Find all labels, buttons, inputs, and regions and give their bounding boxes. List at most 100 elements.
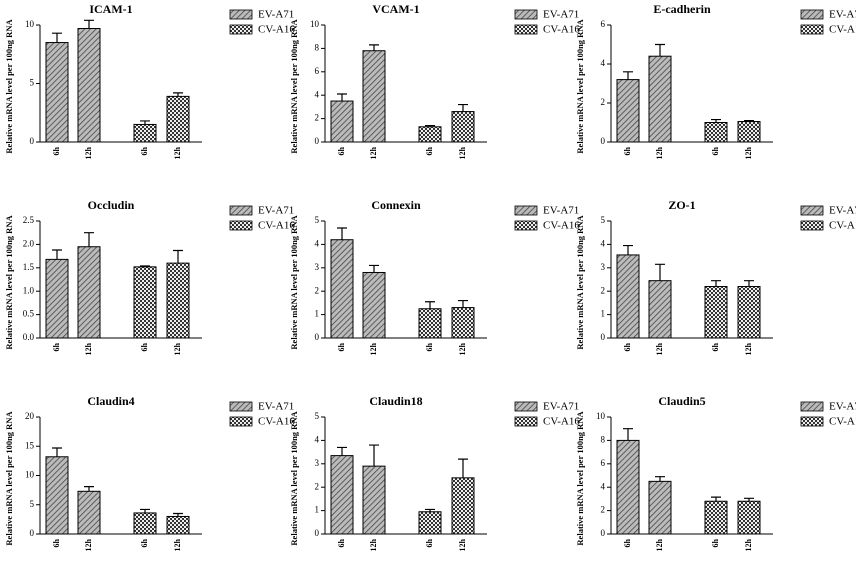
- bar: [330, 455, 354, 535]
- bar: [451, 477, 475, 535]
- y-tick-label: 0: [601, 332, 606, 342]
- error-bar: [337, 227, 347, 240]
- y-tick-label: 5: [315, 411, 320, 421]
- y-tick-label: 2: [601, 505, 606, 515]
- y-tick-label: 8: [315, 42, 320, 52]
- error-bar: [52, 447, 62, 457]
- legend-label: CV-A16: [829, 416, 856, 428]
- legend-label: CV-A16: [258, 24, 295, 36]
- y-tick-label: 0: [601, 136, 606, 146]
- x-tick-label: 6h: [140, 146, 149, 155]
- error-bar: [623, 428, 633, 441]
- legend-swatch: [514, 401, 538, 412]
- y-tick-label: 4: [315, 89, 320, 99]
- error-bar: [711, 118, 721, 123]
- bar: [418, 511, 442, 535]
- y-tick-label: 8: [601, 434, 606, 444]
- x-tick-label: 12h: [655, 538, 664, 551]
- x-tick-label: 12h: [458, 146, 467, 159]
- y-axis-label: Relative mRNA level per 100ng RNA: [4, 215, 14, 350]
- bar: [648, 280, 672, 339]
- legend-label: CV-A16: [258, 220, 295, 232]
- error-bar: [337, 446, 347, 456]
- error-bar: [425, 301, 435, 309]
- bar: [133, 512, 157, 535]
- error-bar: [140, 508, 150, 513]
- error-bar: [369, 444, 379, 467]
- bar: [330, 100, 354, 143]
- legend-label: CV-A16: [258, 416, 295, 428]
- legend-swatch: [229, 24, 253, 35]
- chart-title: VCAM-1: [372, 2, 419, 16]
- y-tick-label: 15: [25, 440, 35, 450]
- legend-label: CV-A16: [543, 24, 580, 36]
- error-bar: [425, 125, 435, 127]
- bar: [704, 122, 728, 143]
- error-bar: [655, 476, 665, 482]
- y-tick-label: 10: [310, 19, 320, 29]
- error-bar: [623, 71, 633, 80]
- bar: [77, 246, 101, 339]
- error-bar: [458, 458, 468, 478]
- y-tick-label: 0.0: [23, 332, 35, 342]
- bar: [77, 28, 101, 143]
- bar: [616, 254, 640, 339]
- panel: Claudin5 Relative mRNA level per 100ng RN…: [575, 394, 856, 552]
- legend-label: EV-A71: [829, 205, 856, 217]
- bar: [616, 439, 640, 535]
- x-tick-label: 6h: [140, 342, 149, 351]
- legend-label: EV-A71: [258, 9, 294, 21]
- bar: [418, 308, 442, 339]
- error-bar: [173, 249, 183, 264]
- error-bar: [84, 486, 94, 492]
- y-tick-label: 0: [315, 136, 320, 146]
- legend-swatch: [229, 9, 253, 20]
- x-tick-label: 6h: [623, 538, 632, 547]
- legend-label: CV-A16: [543, 220, 580, 232]
- x-tick-label: 12h: [369, 538, 378, 551]
- legend-swatch: [800, 401, 824, 412]
- y-tick-label: 0: [30, 528, 35, 538]
- bar: [133, 266, 157, 339]
- legend-swatch: [229, 401, 253, 412]
- error-bar: [52, 249, 62, 260]
- bar: [648, 55, 672, 143]
- error-bar: [369, 264, 379, 273]
- chart-title: ZO-1: [668, 198, 695, 212]
- error-bar: [711, 280, 721, 287]
- x-tick-label: 6h: [52, 342, 61, 351]
- error-bar: [84, 232, 94, 247]
- x-tick-label: 12h: [173, 146, 182, 159]
- y-axis-label: Relative mRNA level per 100ng RNA: [4, 19, 14, 154]
- error-bar: [369, 44, 379, 51]
- y-tick-label: 20: [25, 411, 35, 421]
- bar: [737, 286, 761, 339]
- bar: [330, 239, 354, 339]
- x-tick-label: 12h: [369, 146, 378, 159]
- x-tick-label: 12h: [655, 146, 664, 159]
- y-tick-label: 5: [315, 215, 320, 225]
- bar: [166, 515, 190, 535]
- legend-swatch: [800, 205, 824, 216]
- y-axis-label: Relative mRNA level per 100ng RNA: [289, 411, 299, 546]
- chart-title: ICAM-1: [89, 2, 132, 16]
- bar: [737, 500, 761, 535]
- y-tick-label: 1: [601, 309, 606, 319]
- x-tick-label: 12h: [458, 342, 467, 355]
- legend-swatch: [514, 9, 538, 20]
- x-tick-label: 6h: [425, 342, 434, 351]
- x-tick-label: 12h: [84, 146, 93, 159]
- legend-swatch: [800, 220, 824, 231]
- panel: Occludin Relative mRNA level per 100ng RN…: [4, 198, 295, 356]
- y-tick-label: 3: [601, 262, 606, 272]
- x-tick-label: 6h: [337, 146, 346, 155]
- legend-swatch: [800, 416, 824, 427]
- y-axis-label: Relative mRNA level per 100ng RNA: [4, 411, 14, 546]
- x-tick-label: 12h: [458, 538, 467, 551]
- error-bar: [173, 92, 183, 97]
- error-bar: [744, 119, 754, 122]
- legend-swatch: [800, 9, 824, 20]
- y-axis-label: Relative mRNA level per 100ng RNA: [575, 19, 585, 154]
- legend-swatch: [514, 205, 538, 216]
